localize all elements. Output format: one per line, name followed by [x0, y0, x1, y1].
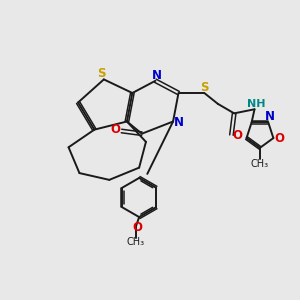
Text: O: O [232, 129, 242, 142]
Text: O: O [274, 132, 284, 145]
Text: N: N [173, 116, 184, 129]
Text: S: S [201, 80, 209, 94]
Text: N: N [265, 110, 275, 123]
Text: N: N [152, 69, 162, 82]
Text: CH₃: CH₃ [251, 159, 269, 169]
Text: CH₃: CH₃ [127, 237, 145, 247]
Text: NH: NH [247, 99, 265, 110]
Text: S: S [97, 68, 105, 80]
Text: O: O [132, 220, 142, 234]
Text: O: O [110, 123, 121, 136]
